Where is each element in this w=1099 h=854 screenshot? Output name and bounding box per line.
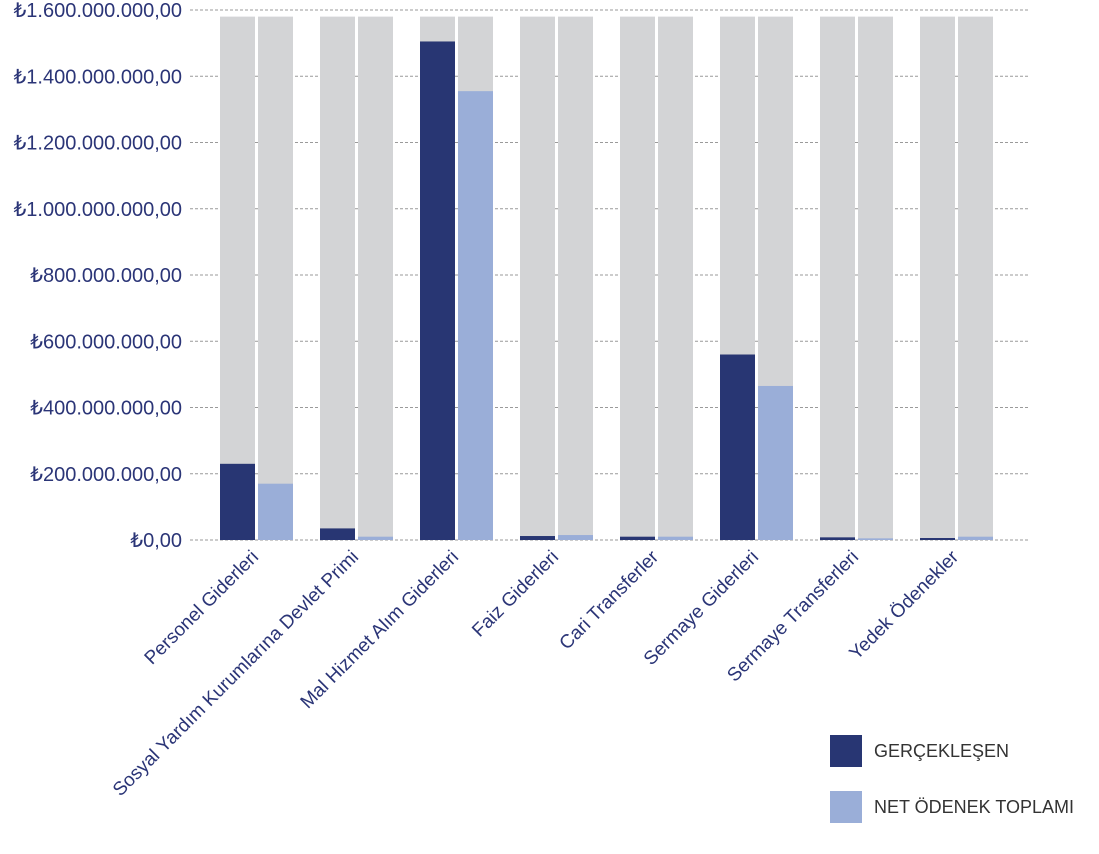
y-tick-label: ₺800.000.000,00 [30, 265, 182, 287]
bar-net-odenek [658, 536, 693, 540]
legend-item-gerceklesen: GERÇEKLEŞEN [830, 735, 1074, 767]
y-tick-label: ₺200.000.000,00 [30, 464, 182, 486]
y-axis: ₺0,00 ₺200.000.000,00 ₺400.000.000,00 ₺600.… [14, 0, 182, 552]
legend-item-net-odenek: NET ÖDENEK TOPLAMI [830, 791, 1074, 823]
bar-gerceklesen [420, 41, 455, 540]
bar-gerceklesen [920, 538, 955, 540]
background-bar [520, 16, 555, 540]
background-bar [658, 16, 693, 540]
background-bar [858, 16, 893, 540]
y-tick-label: ₺0,00 [130, 530, 182, 552]
legend: GERÇEKLEŞEN NET ÖDENEK TOPLAMI [830, 735, 1074, 847]
bar-net-odenek [258, 483, 293, 540]
background-bar [920, 16, 955, 540]
bar-net-odenek [958, 536, 993, 540]
legend-swatch-net-odenek [830, 791, 862, 823]
background-bar [558, 16, 593, 540]
bar-gerceklesen [620, 536, 655, 540]
bar-gerceklesen [520, 536, 555, 540]
bar-gerceklesen [320, 528, 355, 540]
bar-net-odenek [558, 535, 593, 540]
legend-label-gerceklesen: GERÇEKLEŞEN [874, 740, 1010, 761]
x-tick-label: Yedek Ödenekler [846, 546, 964, 664]
y-tick-label: ₺1.600.000.000,00 [14, 0, 182, 22]
bar-net-odenek [358, 536, 393, 540]
y-tick-label: ₺400.000.000,00 [30, 398, 182, 420]
x-tick-label: Mal Hizmet Alım Giderleri [297, 547, 463, 713]
y-tick-label: ₺1.000.000.000,00 [14, 199, 182, 221]
legend-swatch-gerceklesen [830, 735, 862, 767]
background-bar [620, 16, 655, 540]
x-tick-label: Cari Transferler [556, 546, 664, 654]
background-bar [320, 16, 355, 540]
bar-gerceklesen [820, 537, 855, 540]
bar-net-odenek [758, 385, 793, 540]
background-bar [258, 16, 293, 540]
bar-net-odenek [858, 538, 893, 540]
bars [220, 16, 993, 540]
bar-gerceklesen [720, 354, 755, 540]
bar-net-odenek [458, 91, 493, 540]
y-tick-label: ₺600.000.000,00 [30, 331, 182, 353]
bar-gerceklesen [220, 463, 255, 540]
background-bar [220, 16, 255, 540]
y-tick-label: ₺1.200.000.000,00 [14, 133, 182, 155]
background-bar [358, 16, 393, 540]
background-bar [820, 16, 855, 540]
gridlines [190, 9, 1030, 541]
legend-label-net-odenek: NET ÖDENEK TOPLAMI [874, 796, 1075, 817]
x-tick-label: Faiz Giderleri [468, 547, 563, 642]
y-tick-label: ₺1.400.000.000,00 [14, 66, 182, 88]
background-bar [958, 16, 993, 540]
